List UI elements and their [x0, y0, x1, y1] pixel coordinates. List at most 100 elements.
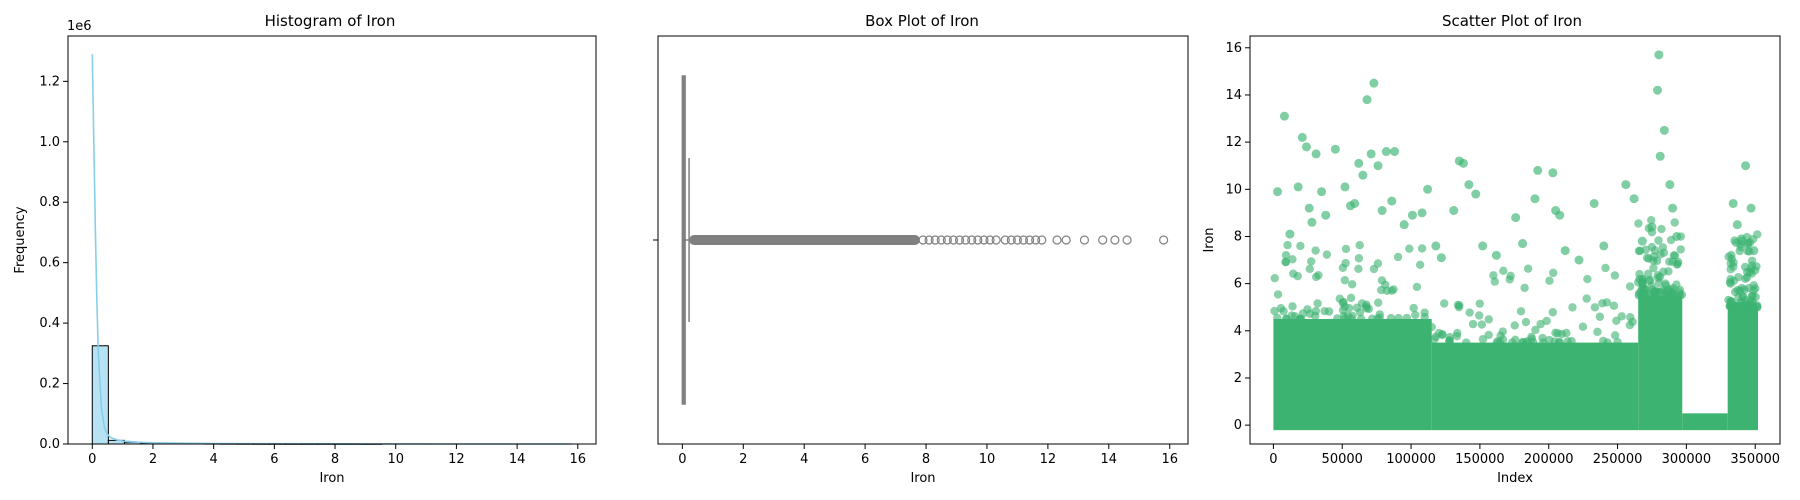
scatter-filler-point — [1362, 300, 1371, 309]
scatter-point-36 — [1478, 241, 1488, 251]
histogram-x-tick-label-12: 12 — [448, 452, 465, 467]
scatter-filler-point — [1270, 306, 1279, 316]
histogram-x-tick-label-6: 6 — [270, 452, 278, 467]
scatter-panel: Scatter Plot of Iron 0 50000 100000 150000 2… — [1202, 12, 1781, 486]
scatter-filler-point — [1664, 267, 1673, 276]
scatter-point-38 — [1511, 213, 1521, 223]
scatter-filler-point — [1499, 266, 1508, 276]
scatter-point-33 — [1458, 158, 1468, 168]
histogram-x-tick-label-4: 4 — [210, 452, 218, 467]
scatter-filler-point — [1409, 303, 1418, 313]
scatter-filler-point — [1355, 240, 1364, 250]
scatter-point-47 — [1589, 198, 1599, 208]
scatter-point-6 — [1304, 203, 1314, 213]
boxplot-outlier-10 — [979, 235, 989, 245]
scatter-filler-point — [1420, 308, 1429, 317]
scatter-filler-point — [1516, 307, 1526, 316]
scatter-plot-area: 0 50000 100000 150000 200000 250000 300000 3500… — [1225, 41, 1780, 467]
scatter-filler-point — [1322, 250, 1332, 259]
boxplot-outlier-3 — [936, 235, 946, 245]
scatter-filler-point — [1341, 244, 1351, 254]
scatter-filler-point — [1625, 320, 1635, 330]
scatter-filler-point — [1405, 244, 1414, 253]
scatter-filler-point — [1288, 302, 1297, 311]
scatter-point-56 — [1659, 125, 1669, 135]
scatter-filler-point — [1452, 331, 1462, 341]
scatter-filler-point — [1521, 317, 1531, 327]
scatter-filler-point — [1672, 260, 1682, 269]
boxplot-outlier-22 — [1079, 235, 1090, 245]
boxplot-outlier-band — [689, 235, 920, 245]
scatter-filler-point — [1374, 298, 1383, 307]
scatter-filler-point — [1298, 309, 1308, 318]
scatter-filler-point — [1567, 336, 1576, 346]
scatter-point-29 — [1431, 241, 1441, 251]
scatter-filler-point — [1520, 283, 1529, 293]
boxplot-outlier-2 — [930, 235, 940, 245]
scatter-filler-point — [1454, 302, 1464, 312]
scatter-filler-point — [1603, 338, 1612, 347]
scatter-filler-point — [1510, 321, 1519, 330]
scatter-filler-point — [1610, 271, 1620, 280]
boxplot-outlier-12 — [991, 235, 1001, 245]
scatter-point-52 — [1647, 222, 1657, 232]
scatter-point-14 — [1350, 198, 1360, 208]
scatter-point-11 — [1330, 144, 1340, 154]
scatter-filler-point — [1320, 306, 1329, 316]
histogram-x-tick-label-2: 2 — [149, 452, 157, 467]
scatter-filler-point — [1646, 215, 1656, 225]
scatter-filler-point — [1347, 314, 1356, 324]
scatter-point-28 — [1423, 184, 1433, 194]
scatter-point-19 — [1369, 78, 1379, 88]
scatter-filler-point — [1465, 308, 1474, 317]
scatter-filler-point — [1468, 319, 1478, 329]
scatter-filler-point — [1649, 263, 1658, 273]
scatter-y-tick-label-4: 4 — [1234, 324, 1242, 339]
boxplot-outlier-18 — [1031, 235, 1041, 245]
scatter-point-25 — [1399, 220, 1409, 230]
scatter-filler-point — [1484, 330, 1493, 340]
scatter-filler-point — [1753, 230, 1762, 239]
scatter-point-7 — [1307, 217, 1317, 227]
scatter-filler-point — [1313, 299, 1322, 308]
scatter-filler-point — [1667, 288, 1676, 298]
scatter-filler-point — [1490, 277, 1499, 286]
histogram-x-tick-label-14: 14 — [509, 452, 526, 467]
scatter-filler-point — [1617, 312, 1626, 321]
scatter-filler-point — [1273, 313, 1282, 322]
scatter-point-58 — [1668, 203, 1678, 213]
scatter-filler-point — [1369, 264, 1379, 274]
scatter-filler-point — [1752, 262, 1761, 271]
boxplot-x-tick-label-4: 4 — [800, 452, 808, 467]
boxplot-outlier-4 — [942, 235, 952, 245]
scatter-point-45 — [1560, 246, 1570, 256]
histogram-x-label: Iron — [319, 471, 344, 486]
scatter-filler-point — [1676, 245, 1685, 254]
scatter-filler-point — [1340, 276, 1350, 285]
scatter-filler-point — [1394, 313, 1403, 323]
scatter-point-48 — [1599, 241, 1609, 251]
boxplot-x-tick-label-6: 6 — [861, 452, 869, 467]
histogram-x-tick-label-16: 16 — [570, 452, 587, 467]
scatter-x-tick-label-150000: 150000 — [1455, 452, 1505, 467]
scatter-filler-point — [1367, 314, 1377, 323]
scatter-frame — [1249, 35, 1781, 445]
boxplot-outlier-17 — [1025, 235, 1035, 245]
scatter-filler-point — [1375, 310, 1384, 319]
scatter-point-1 — [1273, 187, 1283, 197]
scatter-point-21 — [1377, 206, 1387, 216]
scatter-filler-point — [1548, 268, 1558, 278]
scatter-filler-point — [1635, 246, 1645, 256]
boxplot-outlier-26 — [1159, 235, 1169, 245]
scatter-point-35 — [1471, 189, 1481, 199]
scatter-filler-point — [1745, 238, 1755, 247]
boxplot-x-tick-label-14: 14 — [1101, 452, 1118, 467]
boxplot-plot-area: 0 2 4 6 8 10 12 14 16 — [653, 75, 1178, 467]
scatter-x-tick-label-200000: 200000 — [1524, 452, 1574, 467]
scatter-filler-point — [1658, 286, 1668, 295]
scatter-filler-point — [1333, 314, 1342, 323]
scatter-point-50 — [1629, 194, 1639, 204]
histogram-title: Histogram of Iron — [265, 12, 396, 30]
scatter-density-band-3 — [1682, 413, 1728, 431]
boxplot-outlier-1 — [924, 235, 934, 245]
